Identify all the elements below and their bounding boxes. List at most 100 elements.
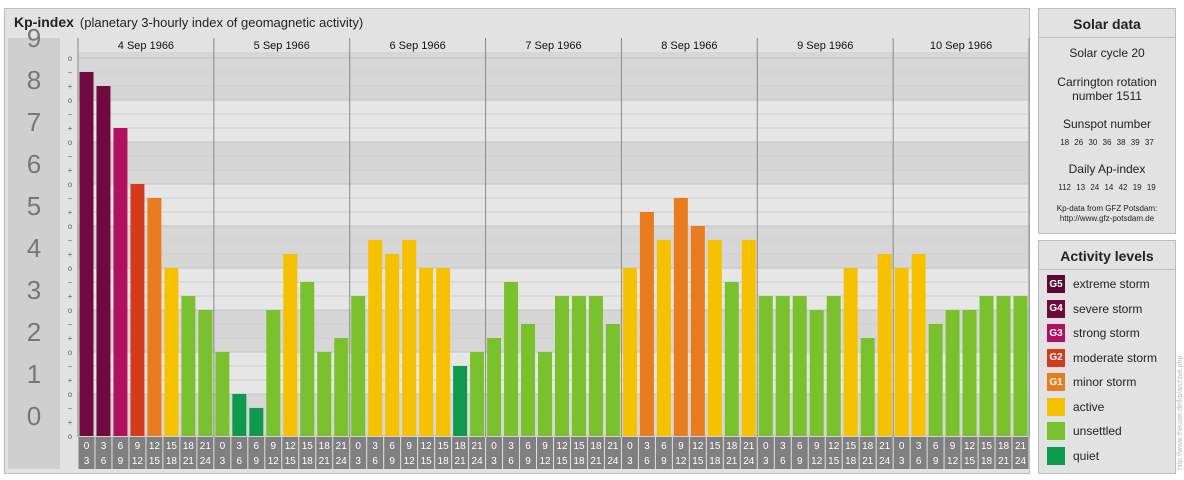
kp-bar	[317, 352, 332, 436]
interval-end: 12	[947, 456, 959, 467]
kp-bar	[673, 197, 688, 436]
interval-box	[859, 437, 876, 469]
interval-start: 6	[797, 441, 803, 452]
source-line-1: Kp-data from GFZ Potsdam:	[1056, 204, 1158, 213]
activity-levels-heading: Activity levels	[1039, 241, 1175, 270]
interval-start: 21	[743, 441, 755, 452]
kp-bar	[470, 352, 485, 436]
interval-start: 3	[372, 441, 378, 452]
interval-start: 21	[336, 441, 348, 452]
legend-label: strong storm	[1073, 326, 1140, 340]
interval-box	[112, 437, 129, 469]
kp-bar	[351, 296, 366, 436]
interval-box	[367, 437, 384, 469]
interval-start: 12	[285, 441, 297, 452]
interval-start: 6	[933, 441, 939, 452]
kp-bar	[792, 296, 807, 436]
interval-start: 18	[183, 441, 195, 452]
interval-start: 9	[406, 441, 412, 452]
interval-start: 18	[319, 441, 331, 452]
kp-bar	[419, 268, 434, 436]
y-minor-mark: +	[68, 418, 73, 427]
interval-box	[316, 437, 333, 469]
interval-box	[961, 437, 978, 469]
day-label: 9 Sep 1966	[797, 40, 853, 52]
interval-end: 18	[845, 456, 857, 467]
kp-bar	[538, 352, 552, 436]
day-label: 7 Sep 1966	[525, 40, 581, 52]
interval-box	[927, 437, 944, 469]
legend-swatch: G3	[1047, 324, 1065, 342]
kp-bar	[198, 310, 213, 436]
interval-box	[197, 437, 214, 469]
legend-label: active	[1073, 399, 1105, 414]
interval-box	[621, 437, 638, 469]
y-minor-mark: +	[68, 376, 73, 385]
y-tick-label: 4	[27, 233, 41, 263]
interval-box	[808, 437, 825, 469]
interval-start: 15	[709, 441, 721, 452]
interval-end: 6	[101, 456, 107, 467]
kp-bar	[826, 296, 841, 436]
source-link[interactable]: http://www.gfz-potsdam.de	[1059, 214, 1155, 223]
interval-end: 6	[508, 456, 514, 467]
legend-label: quiet	[1073, 448, 1100, 463]
legend-swatch	[1047, 422, 1065, 440]
y-minor-mark: +	[68, 124, 73, 133]
interval-end: 24	[879, 456, 891, 467]
carrington-rotation-number: number 1511	[1072, 89, 1142, 103]
interval-box	[435, 437, 452, 469]
interval-end: 12	[268, 456, 280, 467]
legend-label: unsettled	[1073, 424, 1122, 438]
interval-end: 18	[438, 456, 450, 467]
interval-box	[350, 437, 367, 469]
interval-box	[265, 437, 282, 469]
interval-start: 0	[763, 441, 769, 452]
interval-start: 6	[525, 441, 531, 452]
kp-bar	[249, 407, 264, 436]
interval-start: 12	[964, 441, 976, 452]
solar-data-heading: Solar data	[1039, 9, 1175, 38]
y-minor-mark: −	[68, 236, 73, 245]
interval-box	[333, 437, 350, 469]
y-minor-mark: −	[68, 68, 73, 77]
legend-item: active	[1047, 397, 1104, 417]
interval-start: 12	[828, 441, 840, 452]
interval-start: 18	[726, 441, 738, 452]
kp-bar	[843, 268, 858, 436]
y-tick-label: 8	[27, 65, 41, 95]
interval-box	[638, 437, 655, 469]
interval-box	[231, 437, 248, 469]
y-tick-label: 2	[27, 317, 41, 347]
interval-start: 15	[981, 441, 993, 452]
y-minor-mark: o	[68, 432, 73, 441]
y-minor-mark: +	[68, 208, 73, 217]
interval-end: 18	[981, 456, 993, 467]
interval-start: 18	[998, 441, 1010, 452]
day-header-row	[78, 38, 1029, 52]
interval-start: 21	[1015, 441, 1027, 452]
solar-cycle: Solar cycle 20	[1069, 46, 1145, 60]
credit-url: http://www.theuser.de/kp/archive.php	[1177, 355, 1184, 470]
legend-label: minor storm	[1073, 375, 1137, 389]
legend-label: moderate storm	[1073, 350, 1158, 365]
interval-end: 24	[1015, 456, 1027, 467]
kp-bar	[605, 323, 620, 436]
y-minor-mark: o	[68, 390, 73, 399]
kp-band	[78, 52, 1029, 58]
interval-start: 9	[678, 441, 684, 452]
kp-bar	[283, 254, 298, 436]
legend-swatch	[1047, 397, 1065, 416]
kp-bar	[487, 338, 502, 436]
solar-data-panel: Solar data Solar cycle 20 Carrington rot…	[1038, 8, 1176, 234]
interval-box	[774, 437, 791, 469]
y-minor-mark: −	[68, 110, 73, 119]
y-minor-mark: −	[68, 278, 73, 287]
interval-start: 15	[302, 441, 314, 452]
interval-end: 9	[797, 456, 803, 467]
kp-bar	[860, 338, 875, 436]
interval-end: 9	[389, 456, 395, 467]
kp-bar	[453, 365, 468, 436]
sunspot-label: Sunspot number	[1062, 117, 1152, 131]
legend-swatch: G4	[1047, 299, 1065, 318]
